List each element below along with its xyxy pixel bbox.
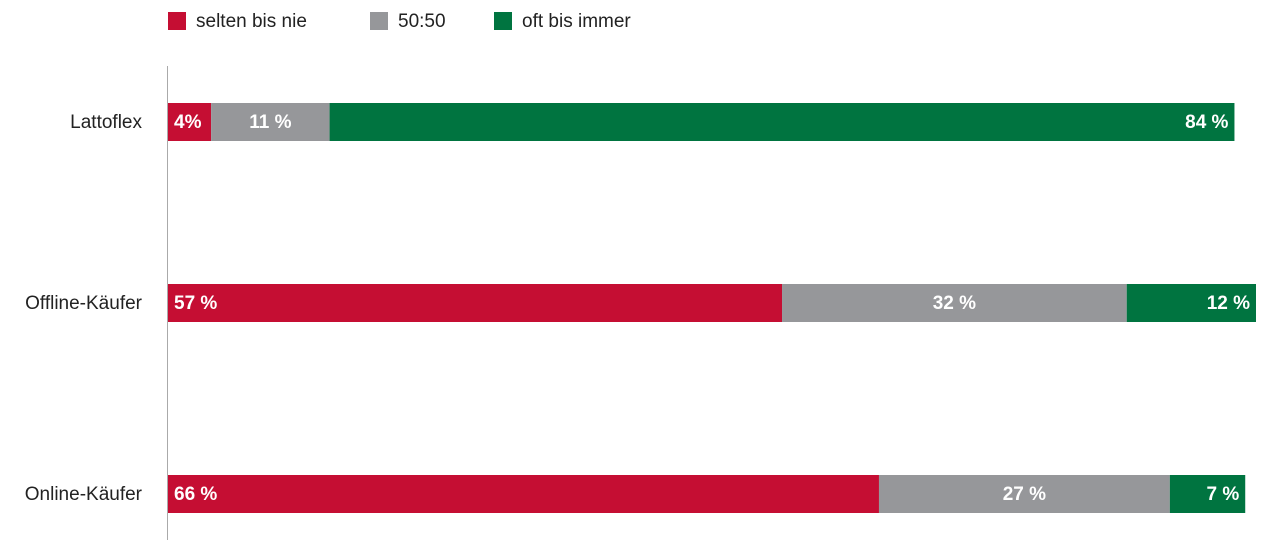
value-label: 66 % bbox=[174, 484, 217, 505]
bar-segment bbox=[1169, 475, 1246, 513]
legend-label: oft bis immer bbox=[522, 11, 631, 32]
value-label: 11 % bbox=[249, 112, 291, 133]
legend-swatch bbox=[168, 12, 186, 30]
value-label: 57 % bbox=[174, 293, 217, 314]
legend-swatch bbox=[370, 12, 388, 30]
bar-segment bbox=[168, 475, 879, 513]
category-label: Lattoflex bbox=[70, 112, 142, 133]
value-label: 84 % bbox=[1185, 112, 1228, 133]
category-label: Offline-Käufer bbox=[25, 293, 143, 314]
bar-segment bbox=[782, 284, 1127, 322]
bar-segment bbox=[329, 103, 1235, 141]
bar-segment bbox=[168, 284, 783, 322]
value-label: 27 % bbox=[1003, 484, 1046, 505]
bar-segment bbox=[211, 103, 330, 141]
value-label: 12 % bbox=[1207, 293, 1250, 314]
bar-segment bbox=[168, 103, 212, 141]
legend-label: selten bis nie bbox=[196, 11, 307, 32]
legend-swatch bbox=[494, 12, 512, 30]
bar-segment bbox=[878, 475, 1170, 513]
category-label: Online-Käufer bbox=[25, 484, 143, 505]
value-label: 32 % bbox=[933, 293, 976, 314]
value-label: 4% bbox=[174, 112, 202, 133]
legend-label: 50:50 bbox=[398, 11, 446, 32]
bar-segment bbox=[1126, 284, 1256, 322]
value-label: 7 % bbox=[1206, 484, 1239, 505]
